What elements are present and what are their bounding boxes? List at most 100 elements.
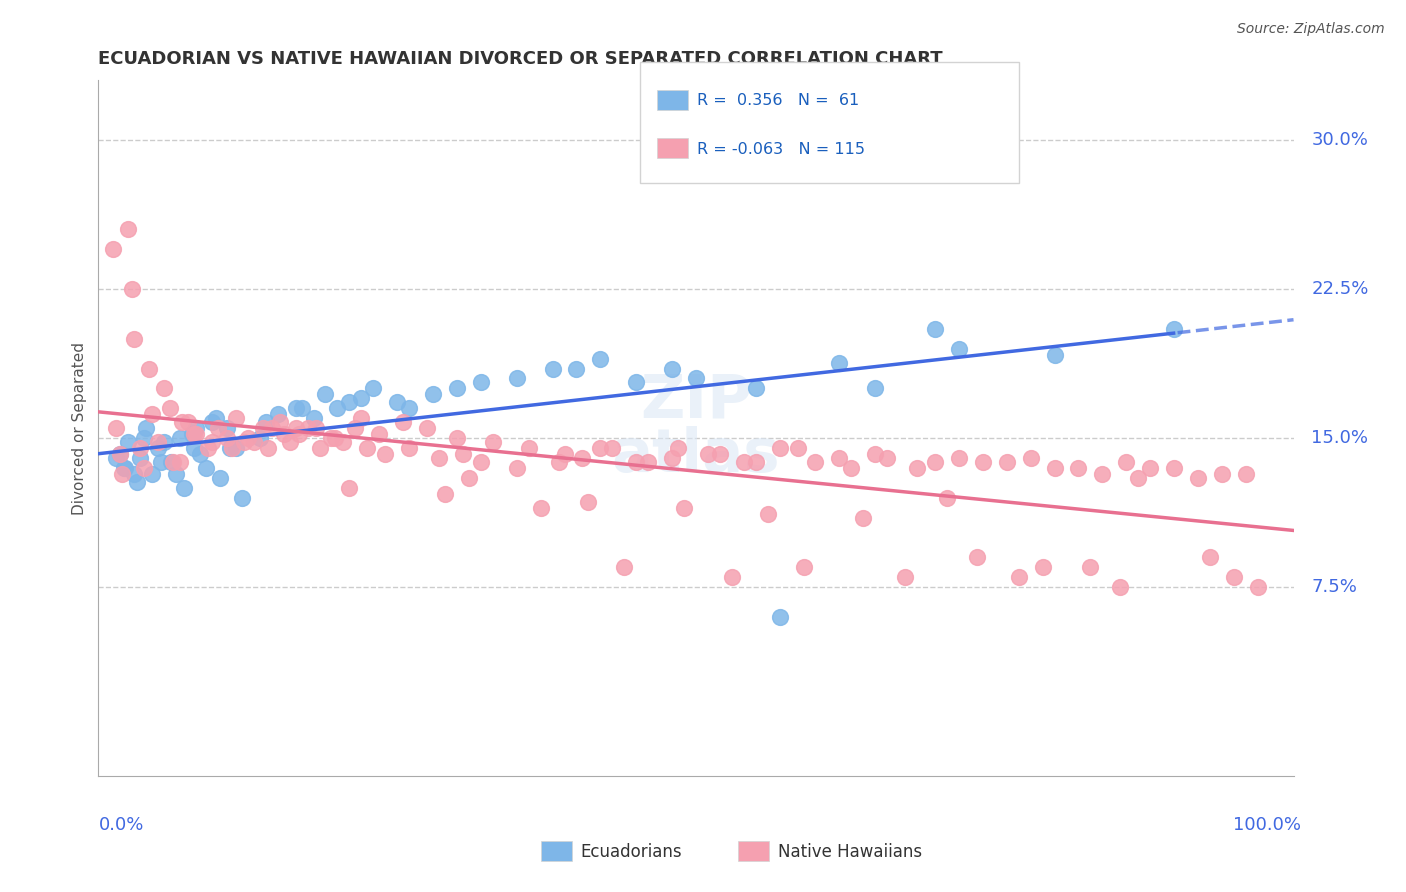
Text: ZIP
atlas: ZIP atlas <box>612 371 780 485</box>
Point <box>129 450 152 465</box>
Point <box>1199 550 1222 565</box>
Point <box>169 431 191 445</box>
Point <box>530 500 553 515</box>
Point <box>207 421 229 435</box>
Point <box>177 415 200 429</box>
Point <box>1043 461 1066 475</box>
Point <box>841 461 863 475</box>
Point <box>434 487 457 501</box>
Point <box>697 447 720 461</box>
Point <box>924 322 946 336</box>
Point <box>195 461 218 475</box>
Point <box>162 455 184 469</box>
Point <box>458 471 481 485</box>
Point <box>105 450 128 465</box>
Point <box>1128 471 1150 485</box>
Point <box>148 441 170 455</box>
Point <box>427 450 450 465</box>
Point <box>852 510 875 524</box>
Point <box>685 371 707 385</box>
Point <box>288 427 311 442</box>
Text: Ecuadorians: Ecuadorians <box>581 843 682 861</box>
Point <box>111 467 134 481</box>
Point <box>188 447 211 461</box>
Point <box>626 455 648 469</box>
Point <box>180 427 202 442</box>
Point <box>541 361 564 376</box>
Point <box>745 455 768 469</box>
Point <box>284 401 307 416</box>
Point <box>392 415 415 429</box>
Point <box>565 361 588 376</box>
Point <box>756 507 779 521</box>
Point <box>159 401 181 416</box>
Point <box>165 467 187 481</box>
Point <box>894 570 917 584</box>
Point <box>114 461 136 475</box>
Point <box>249 431 271 445</box>
Point <box>966 550 988 565</box>
Point <box>1223 570 1246 584</box>
Point <box>733 455 755 469</box>
Point <box>613 560 636 574</box>
Point <box>339 481 361 495</box>
Point <box>108 447 131 461</box>
Point <box>124 467 146 481</box>
Point <box>936 491 959 505</box>
Text: Native Hawaiians: Native Hawaiians <box>778 843 922 861</box>
Point <box>578 494 600 508</box>
Text: ECUADORIAN VS NATIVE HAWAIIAN DIVORCED OR SEPARATED CORRELATION CHART: ECUADORIAN VS NATIVE HAWAIIAN DIVORCED O… <box>98 50 943 68</box>
Point <box>153 435 176 450</box>
Point <box>132 431 155 445</box>
Point <box>661 450 683 465</box>
Text: 15.0%: 15.0% <box>1312 429 1368 447</box>
Point <box>148 435 170 450</box>
Point <box>101 242 124 256</box>
Y-axis label: Divorced or Separated: Divorced or Separated <box>72 342 87 515</box>
Point <box>233 435 256 450</box>
Point <box>626 376 648 390</box>
Point <box>204 411 226 425</box>
Point <box>363 381 385 395</box>
Point <box>108 447 131 461</box>
Point <box>132 461 155 475</box>
Point <box>368 427 391 442</box>
Point <box>446 431 468 445</box>
Point <box>217 421 239 435</box>
Point <box>308 441 330 455</box>
Point <box>267 407 290 421</box>
Point <box>356 441 378 455</box>
Text: R = -0.063   N = 115: R = -0.063 N = 115 <box>697 142 865 157</box>
Point <box>344 421 367 435</box>
Point <box>305 421 328 435</box>
Point <box>201 435 224 450</box>
Point <box>865 447 887 461</box>
Point <box>117 222 139 236</box>
Point <box>138 361 160 376</box>
Point <box>416 421 439 435</box>
Point <box>269 415 291 429</box>
Point <box>1067 461 1090 475</box>
Point <box>315 387 337 401</box>
Point <box>1008 570 1031 584</box>
Point <box>105 421 128 435</box>
Point <box>339 395 361 409</box>
Point <box>1163 461 1185 475</box>
Point <box>284 421 307 435</box>
Point <box>589 441 612 455</box>
Point <box>786 441 808 455</box>
Point <box>1139 461 1161 475</box>
Point <box>745 381 768 395</box>
Point <box>1163 322 1185 336</box>
Point <box>506 461 529 475</box>
Point <box>721 570 744 584</box>
Point <box>506 371 529 385</box>
Point <box>231 491 253 505</box>
Point <box>112 461 135 475</box>
Point <box>769 610 792 624</box>
Point <box>121 282 143 296</box>
Point <box>398 441 420 455</box>
Point <box>374 447 396 461</box>
Point <box>1091 467 1114 481</box>
Point <box>260 421 283 435</box>
